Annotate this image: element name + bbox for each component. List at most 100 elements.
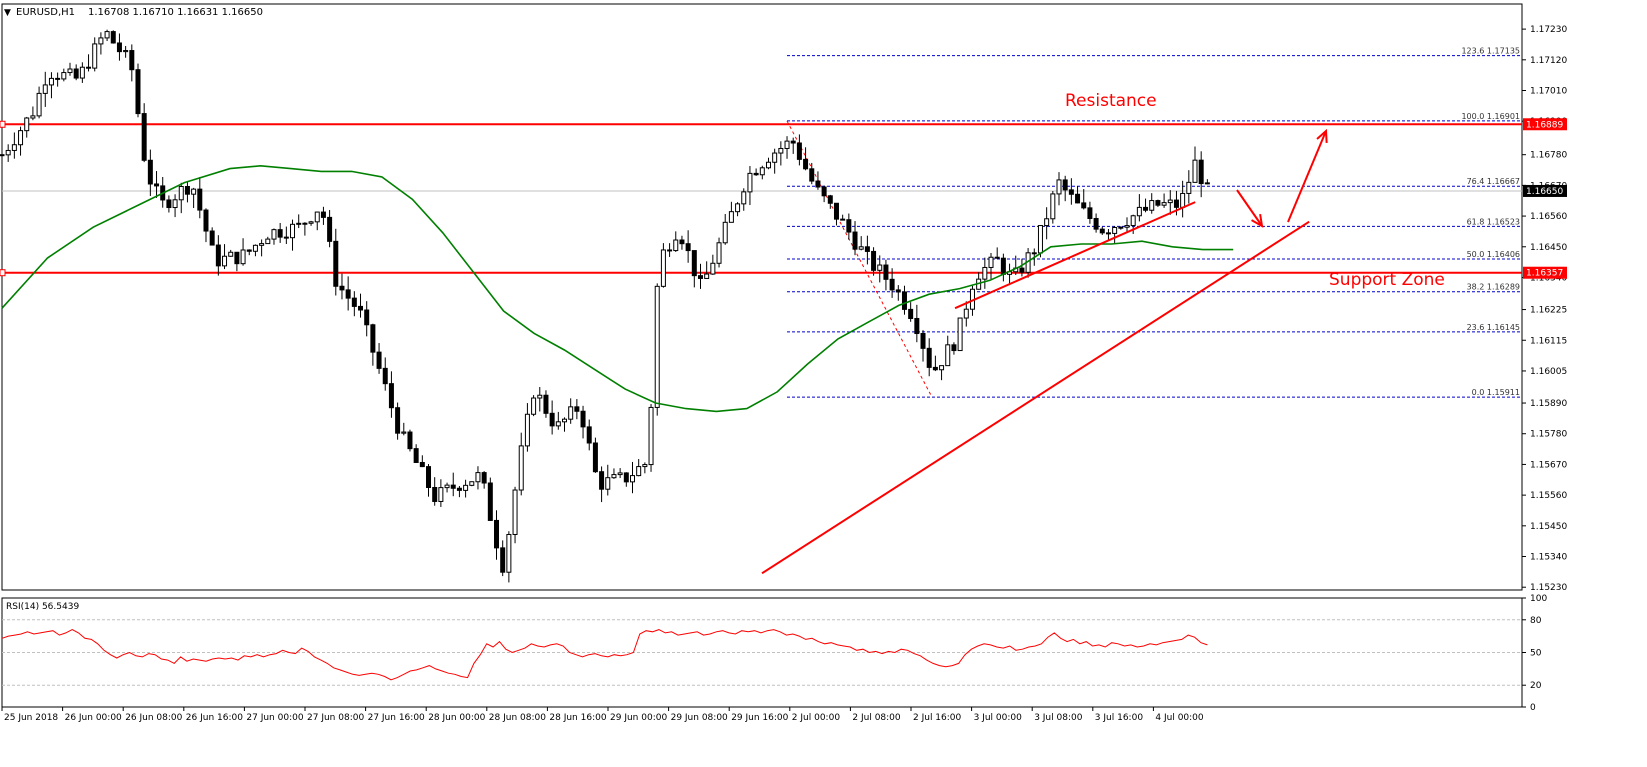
candle-body-126 xyxy=(778,147,784,154)
candle-body-147 xyxy=(908,308,914,319)
candle-body-190 xyxy=(1173,199,1179,208)
time-tick-label-13: 2 Jul 00:00 xyxy=(792,713,841,723)
lines-layer xyxy=(0,120,1522,277)
trendline-1 xyxy=(954,201,1196,310)
candle-body-53 xyxy=(327,216,333,242)
candle-body-62 xyxy=(382,367,388,385)
candle-body-162 xyxy=(1000,257,1006,275)
candle-body-92 xyxy=(568,406,574,420)
candle-body-88 xyxy=(543,394,549,414)
candle-body-54 xyxy=(333,240,339,287)
time-tick-label-6: 27 Jun 16:00 xyxy=(368,713,425,723)
candle-body-151 xyxy=(932,366,938,371)
candle-body-64 xyxy=(395,407,401,434)
candle-body-185 xyxy=(1143,206,1149,211)
price-tag-box-2 xyxy=(1523,266,1567,279)
time-tick-label-15: 2 Jul 16:00 xyxy=(913,713,962,723)
candle-body-63 xyxy=(388,383,394,409)
fib-label-4: 50.0 1.16406 xyxy=(1467,250,1520,259)
candle-body-36 xyxy=(222,255,228,267)
candle-body-136 xyxy=(840,218,846,221)
time-tick-label-8: 28 Jun 08:00 xyxy=(489,713,546,723)
rsi-tick-label-80: 80 xyxy=(1530,616,1542,626)
price-tick-label-13: 1.15780 xyxy=(1530,430,1567,440)
candle-body-69 xyxy=(426,466,432,488)
time-tick-label-19: 4 Jul 00:00 xyxy=(1155,713,1204,723)
candle-body-40 xyxy=(246,249,252,252)
rsi-tick-label-50: 50 xyxy=(1530,649,1542,659)
candle-body-102 xyxy=(629,475,635,483)
candle-body-159 xyxy=(982,266,988,280)
candle-body-84 xyxy=(518,445,524,491)
candle-body-180 xyxy=(1112,226,1118,234)
candle-body-10 xyxy=(61,72,67,80)
candle-body-19 xyxy=(116,42,122,53)
price-tag-label-2: 1.16357 xyxy=(1526,269,1563,279)
candle-body-27 xyxy=(166,199,172,209)
price-tick-label-7: 1.16450 xyxy=(1530,243,1567,253)
candle-body-3 xyxy=(18,130,24,146)
candle-body-96 xyxy=(592,442,598,473)
candle-body-144 xyxy=(889,278,895,291)
candle-body-117 xyxy=(722,221,728,244)
candle-body-39 xyxy=(240,249,246,265)
arrow-up-head xyxy=(1316,128,1328,144)
candle-body-188 xyxy=(1161,202,1167,206)
candle-body-68 xyxy=(419,461,425,468)
candle-body-142 xyxy=(877,264,883,271)
candle-body-74 xyxy=(456,487,462,491)
candle-body-70 xyxy=(432,486,438,502)
candle-body-160 xyxy=(988,256,994,268)
candle-body-48 xyxy=(296,222,302,225)
candle-body-139 xyxy=(858,246,864,250)
candle-body-60 xyxy=(370,324,376,353)
candle-body-8 xyxy=(48,77,54,86)
candle-body-109 xyxy=(673,239,679,252)
candle-body-171 xyxy=(1056,179,1062,195)
candle-body-182 xyxy=(1124,225,1130,228)
rsi-tick-label-0: 0 xyxy=(1530,703,1536,713)
candle-body-13 xyxy=(79,66,85,79)
candle-body-37 xyxy=(228,251,234,257)
candle-body-57 xyxy=(351,297,357,307)
candle-body-189 xyxy=(1167,199,1173,204)
time-tick-label-0: 25 Jun 2018 xyxy=(4,713,58,723)
header-arrow-icon: ▼ xyxy=(4,8,11,18)
resistance-annotation: Resistance xyxy=(1065,91,1157,111)
trendline-0 xyxy=(761,220,1310,575)
candle-body-103 xyxy=(636,466,642,477)
symbol-label: EURUSD,H1 xyxy=(16,7,75,18)
candle-body-15 xyxy=(92,43,98,69)
time-axis: 25 Jun 2018 26 Jun 00:00 26 Jun 08:00 26 Ju… xyxy=(1,706,1522,723)
candle-body-177 xyxy=(1093,217,1099,230)
price-tick-label-6: 1.16560 xyxy=(1530,212,1567,222)
time-tick-label-18: 3 Jul 16:00 xyxy=(1095,713,1144,723)
candle-body-78 xyxy=(481,472,487,484)
candle-body-129 xyxy=(796,142,802,160)
candle-body-187 xyxy=(1155,200,1161,206)
price-tag-box-0 xyxy=(1523,118,1567,131)
candle-body-71 xyxy=(438,487,444,502)
candle-body-58 xyxy=(358,305,364,311)
candle-body-87 xyxy=(537,394,543,399)
candle-body-138 xyxy=(852,231,858,250)
candle-body-81 xyxy=(500,547,506,573)
candle-body-46 xyxy=(283,236,289,239)
candle-body-167 xyxy=(1031,252,1037,255)
price-tick-label-17: 1.15340 xyxy=(1530,553,1567,563)
candle-body-152 xyxy=(939,365,945,371)
time-tick-label-16: 3 Jul 00:00 xyxy=(974,713,1023,723)
rsi-line xyxy=(1,629,1208,681)
candle-body-123 xyxy=(759,167,765,176)
candle-body-49 xyxy=(302,222,308,225)
candle-body-161 xyxy=(994,256,1000,259)
main-plot-border xyxy=(1,3,1523,591)
candle-body-90 xyxy=(555,421,561,427)
candle-body-0 xyxy=(0,154,5,157)
candle-body-41 xyxy=(252,244,258,252)
candle-body-1 xyxy=(5,149,11,156)
price-tick-label-11: 1.16005 xyxy=(1530,367,1567,377)
candle-body-18 xyxy=(110,31,116,44)
